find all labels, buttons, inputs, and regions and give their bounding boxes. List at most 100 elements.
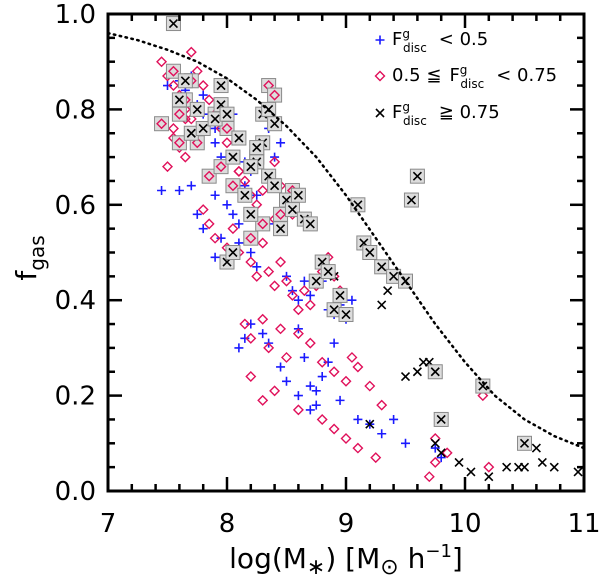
- series-0-point-64: [305, 405, 315, 415]
- series-2-point-10: [502, 462, 512, 472]
- series-0-point-52: [323, 357, 333, 367]
- series-4-point-23: [308, 273, 324, 289]
- series-0-point-19: [216, 233, 226, 243]
- series-4-point-4: [189, 101, 205, 117]
- axis-ticks: [106, 12, 586, 493]
- series-4-point-42: [225, 245, 241, 260]
- series-1-point-34: [245, 256, 257, 268]
- legend-diamond-marker: [374, 70, 386, 82]
- series-0-point-30: [252, 262, 262, 272]
- series-3-point-8: [267, 87, 283, 103]
- series-1-point-67: [269, 385, 281, 397]
- series-1-point-12: [197, 80, 209, 92]
- series-1-point-68: [292, 404, 304, 416]
- series-1-point-9: [162, 161, 173, 173]
- y-tick-label-0.4: 0.4: [55, 286, 96, 316]
- series-1-point-44: [304, 299, 316, 311]
- series-1-point-57: [304, 337, 316, 349]
- x-tick-label-9: 9: [338, 509, 355, 539]
- series-0-point-18: [198, 224, 208, 234]
- series-0-point-26: [210, 252, 220, 262]
- series-2-point-1: [400, 371, 411, 382]
- series-4-point-28: [338, 307, 354, 323]
- series-1-point-51: [245, 332, 257, 344]
- legend: Fg disc < 0.5 0.5 ≦ Fg disc < 0.75 Fg disc ≧ 0.…: [374, 27, 557, 128]
- series-1-point-63: [364, 380, 376, 392]
- series-0-point-62: [282, 376, 291, 386]
- series-0-point-10: [174, 185, 184, 195]
- series-1-point-41: [286, 289, 298, 301]
- x-tick-label-7: 7: [100, 509, 117, 539]
- legend-x-marker: [375, 108, 385, 118]
- series-1-point-75: [441, 447, 453, 459]
- series-0-point-49: [305, 381, 315, 391]
- series-0-point-74: [252, 190, 262, 200]
- legend-plus-marker: [375, 35, 385, 45]
- series-4-point-22: [302, 216, 318, 232]
- series-3-point-15: [243, 230, 259, 246]
- series-0-point-16: [234, 219, 244, 229]
- series-0-point-4: [163, 81, 172, 91]
- y-tick-label-0.8: 0.8: [55, 95, 96, 125]
- series-0-point-41: [347, 295, 357, 305]
- series-1-point-24: [269, 156, 281, 168]
- series-0-point-44: [246, 319, 256, 329]
- series-1-point-52: [257, 313, 269, 325]
- series-1-point-69: [316, 413, 328, 425]
- series-4-point-1: [171, 92, 187, 108]
- series-3-point-16: [171, 106, 187, 122]
- series-1-point-13: [203, 94, 215, 106]
- model-curve: [106, 31, 586, 450]
- series-0-point-69: [198, 90, 208, 100]
- series-2-point-7: [454, 457, 464, 467]
- series-4-point-11: [237, 187, 253, 203]
- series-3-point-14: [255, 216, 271, 232]
- series-0-point-59: [430, 443, 440, 453]
- series-0-point-43: [240, 333, 250, 343]
- series-4-point-25: [320, 264, 336, 280]
- series-1-point-16: [221, 137, 233, 149]
- series-4-point-9: [225, 149, 241, 165]
- series-0-point-48: [299, 352, 309, 362]
- series-2-point-0: [377, 300, 387, 310]
- series-2-point-18: [365, 419, 375, 429]
- series-4-point-43: [213, 78, 229, 94]
- series-1-point-37: [263, 266, 275, 278]
- series-2-point-2: [412, 367, 422, 377]
- series-1-point-76: [483, 461, 495, 473]
- series-0-point-25: [276, 138, 286, 148]
- series-1-point-74: [429, 433, 441, 445]
- series-4-point-46: [243, 159, 259, 175]
- series-0-point-14: [222, 200, 232, 210]
- series-3-point-4: [171, 135, 187, 151]
- y-tick-label-1.0: 1.0: [55, 0, 96, 30]
- series-1-point-50: [239, 318, 251, 330]
- series-1-point-79: [429, 456, 441, 468]
- legend-label-2: 0.5 ≦ Fg disc < 0.75: [392, 63, 557, 91]
- series-1-point-42: [292, 304, 304, 316]
- y-tick-label-0.2: 0.2: [55, 382, 96, 412]
- series-4-point-39: [475, 378, 491, 394]
- series-4-point-0: [165, 16, 181, 32]
- series-3-point-10: [201, 168, 217, 184]
- series-0-point-54: [353, 414, 363, 424]
- series-1-point-8: [179, 151, 191, 163]
- series-1-point-35: [251, 270, 263, 282]
- series-4-point-38: [433, 411, 449, 427]
- series-1-point-59: [328, 366, 340, 378]
- x-axis-label: log(M∗) [M⊙ h−1]: [229, 541, 463, 580]
- series-3-point-12: [213, 159, 229, 175]
- series-0-point-42: [234, 343, 244, 353]
- series-1-point-80: [167, 122, 179, 134]
- legend-plus-shape: [375, 35, 385, 45]
- series-4-point-47: [249, 140, 265, 156]
- series-1-point-28: [197, 204, 209, 216]
- series-0-point-51: [317, 372, 327, 382]
- series-4-point-32: [374, 259, 390, 275]
- series-4-point-17: [273, 221, 289, 237]
- series-1-point-71: [340, 433, 352, 445]
- series-1-point-61: [346, 351, 358, 363]
- series-1-point-32: [227, 223, 239, 235]
- series-4-point-31: [362, 245, 378, 260]
